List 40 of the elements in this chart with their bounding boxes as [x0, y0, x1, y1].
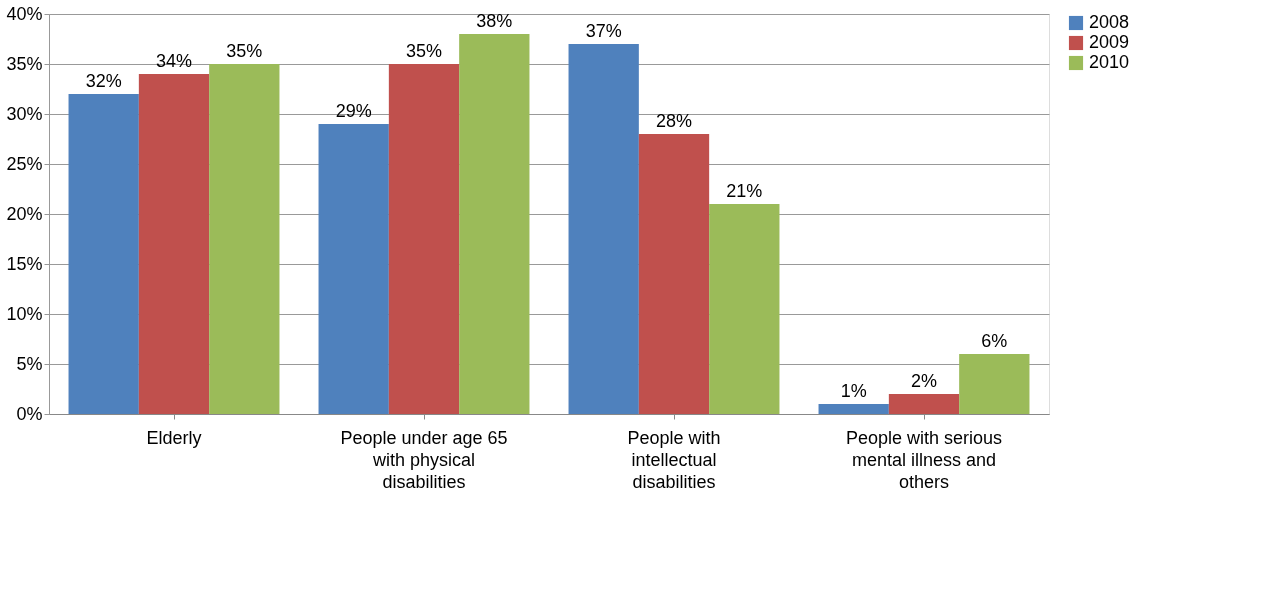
data-label: 32% — [85, 71, 122, 91]
bar — [888, 394, 960, 414]
y-tick-label: 10% — [6, 303, 43, 324]
y-tick-label: 5% — [16, 353, 43, 374]
bar — [209, 64, 280, 414]
bar — [68, 94, 139, 414]
data-label: 2% — [910, 371, 938, 391]
data-label: 1% — [840, 381, 867, 401]
data-label: 37% — [585, 21, 622, 41]
bar — [709, 204, 780, 414]
y-tick-label: 20% — [6, 203, 43, 224]
y-tick-label: 35% — [6, 53, 43, 74]
data-label: 21% — [726, 181, 763, 201]
legend-label: 2009 — [1089, 32, 1130, 52]
y-tick-label: 25% — [6, 153, 43, 174]
x-tick-label: People under age 65 with physical disabilities — [340, 427, 508, 492]
bar — [459, 34, 530, 414]
bar — [568, 44, 639, 414]
data-label: 6% — [981, 331, 1008, 351]
y-tick-label: 15% — [6, 253, 43, 274]
data-label: 29% — [335, 101, 372, 121]
bar — [138, 74, 210, 414]
data-label: 38% — [476, 11, 513, 31]
y-tick-label: 0% — [16, 403, 43, 424]
data-label: 35% — [405, 41, 443, 61]
y-tick-label: 40% — [6, 3, 43, 24]
bar — [959, 354, 1030, 414]
bar — [638, 134, 710, 414]
data-label: 28% — [655, 111, 693, 131]
x-tick-label: People with intellectual disabilities — [627, 427, 721, 492]
legend-label: 2010 — [1089, 52, 1130, 72]
y-tick-label: 30% — [6, 103, 43, 124]
data-label: 34% — [155, 51, 193, 71]
bar — [388, 64, 460, 414]
legend-label: 2008 — [1089, 12, 1130, 32]
x-tick-label: Elderly — [146, 427, 202, 448]
bar — [318, 124, 389, 414]
bar — [818, 404, 889, 414]
x-tick-label: People with serious mental illness and others — [845, 427, 1003, 492]
data-label: 35% — [226, 41, 263, 61]
